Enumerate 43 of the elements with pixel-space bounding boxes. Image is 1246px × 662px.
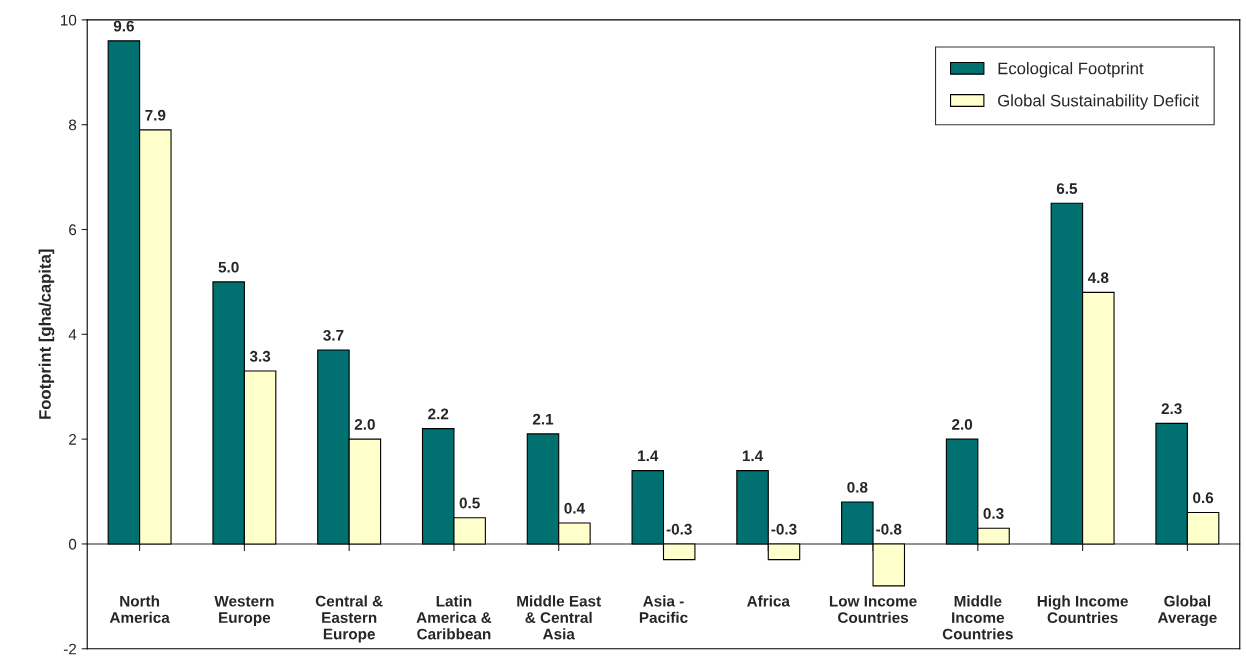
data-label: 1.4 <box>638 450 659 462</box>
data-label: 0.4 <box>564 502 585 514</box>
data-label: 1.4 <box>742 450 764 462</box>
x-tick-label: Western Europe <box>214 595 274 627</box>
x-tick-label: Latin America & Caribbean <box>416 595 492 640</box>
y-tick-label: -2 <box>63 643 77 655</box>
data-label: -0.3 <box>771 523 797 535</box>
x-tick-label: Middle East & Central Asia <box>517 595 601 640</box>
data-label: 2.3 <box>1161 403 1182 415</box>
data-label: 7.9 <box>145 109 166 121</box>
data-label: 4.8 <box>1087 272 1109 284</box>
data-label: -0.8 <box>876 523 902 535</box>
x-tick-label: High Income Countries <box>1037 595 1128 624</box>
x-tick-label: Global Average <box>1157 595 1217 627</box>
legend-label: Global Sustainability Deficit <box>998 94 1200 110</box>
data-label: 0.8 <box>847 481 868 493</box>
y-tick-label: 8 <box>68 119 77 131</box>
y-axis-title: Footprint [gha/capita] <box>38 249 55 419</box>
y-tick-label: 2 <box>69 433 77 445</box>
y-tick-label: 0 <box>68 538 77 550</box>
data-label: 5.0 <box>218 261 239 273</box>
x-tick-label: Africa <box>747 595 791 607</box>
data-label: 0.6 <box>1193 492 1214 504</box>
x-tick-label: Low Income Countries <box>829 595 917 624</box>
data-label: 2.2 <box>428 408 449 420</box>
x-tick-label: Asia - Pacific <box>639 595 688 624</box>
data-label: 2.0 <box>354 419 375 430</box>
x-tick-label: Central & Eastern Europe <box>315 595 383 643</box>
data-label: -0.3 <box>666 523 692 535</box>
legend-label: Ecological Footprint <box>998 62 1144 78</box>
y-tick-label: 10 <box>60 14 77 26</box>
y-tick-label: 6 <box>69 224 77 236</box>
x-tick-label: North America <box>109 595 170 624</box>
x-tick-label: Middle Income Countries <box>942 595 1013 640</box>
y-tick-label: 4 <box>68 329 77 340</box>
data-label: 0.5 <box>459 497 480 509</box>
data-label: 6.5 <box>1056 183 1078 194</box>
data-label: 3.3 <box>249 350 271 362</box>
data-label: 2.0 <box>952 419 973 430</box>
data-label: 3.7 <box>323 329 344 341</box>
data-label: 0.3 <box>983 508 1004 519</box>
data-label: 9.6 <box>113 20 134 32</box>
data-label: 2.1 <box>532 413 554 425</box>
